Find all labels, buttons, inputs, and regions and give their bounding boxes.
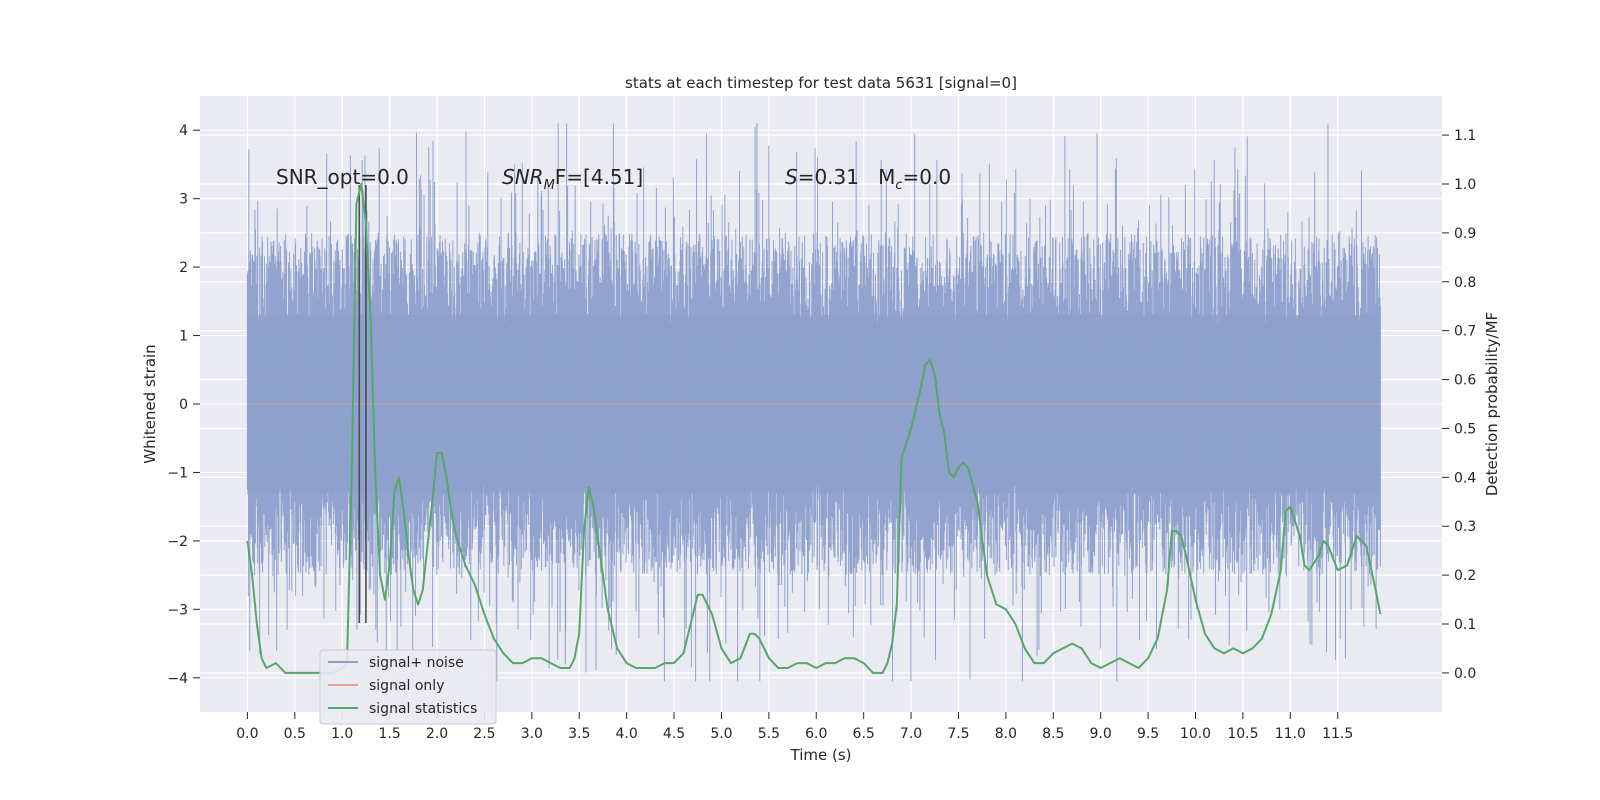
y-tick-label: −4 [167, 671, 188, 687]
y2-tick-label: 0.0 [1454, 666, 1476, 682]
x-tick-label: 9.0 [1090, 726, 1112, 742]
x-tick-label: 5.0 [710, 726, 732, 742]
signal-statistics-layer [246, 183, 1382, 674]
y2-tick-label: 0.9 [1454, 226, 1476, 242]
x-tick-label: 11.5 [1322, 726, 1353, 742]
y2-tick-label: 0.4 [1454, 470, 1476, 486]
y2-tick-label: 0.8 [1454, 275, 1476, 291]
x-tick-label: 10.0 [1180, 726, 1211, 742]
y2-axis-label: Detection probability/MF [1483, 312, 1501, 496]
legend-box [319, 649, 497, 725]
right-axis: 0.0 0.1 0.2 0.3 0.4 0.5 0.6 0.7 0.8 0.9 1.0 1.1 [1442, 128, 1476, 682]
x-tick-label: 0.5 [284, 726, 306, 742]
y-axis-label: Whitened strain [141, 344, 159, 463]
y-tick-label: −3 [167, 602, 188, 618]
x-tick-label: 10.5 [1227, 726, 1258, 742]
x-tick-label: 1.0 [331, 726, 353, 742]
x-tick-label: 11.0 [1275, 726, 1306, 742]
legend-label-signal-statistics: signal statistics [369, 701, 477, 717]
x-tick-label: 4.0 [616, 726, 638, 742]
y2-tick-label: 0.2 [1454, 568, 1476, 584]
legend-label-signal-only: signal only [369, 678, 444, 694]
x-tick-label: 2.5 [473, 726, 495, 742]
y-tick-label: 1 [179, 329, 188, 345]
annotation-s-mc: S=0.31 Mc=0.0 [785, 165, 951, 193]
y2-tick-label: 0.1 [1454, 617, 1476, 633]
x-tick-label: 3.0 [521, 726, 543, 742]
x-tick-label: 8.5 [1042, 726, 1064, 742]
y-tick-label: 4 [179, 123, 188, 139]
y-tick-label: 2 [179, 260, 188, 276]
x-tick-label: 4.5 [663, 726, 685, 742]
x-axis: 0.0 0.5 1.0 1.5 2.0 2.5 3.0 3.5 4.0 4.5 5.0 5.5 6.0 6… [236, 712, 1353, 742]
legend-label-signal-noise: signal+ noise [369, 655, 464, 671]
x-tick-label: 2.0 [426, 726, 448, 742]
legend: signal+ noise signal only signal statist… [319, 649, 497, 725]
annotation-snr-mf: SNRMF=[4.51] [502, 165, 643, 193]
x-tick-label: 9.5 [1137, 726, 1159, 742]
y2-tick-label: 1.0 [1454, 177, 1476, 193]
y2-tick-label: 0.5 [1454, 421, 1476, 437]
x-tick-label: 3.5 [568, 726, 590, 742]
x-axis-label: Time (s) [790, 746, 852, 764]
y-tick-label: 3 [179, 192, 188, 208]
y2-tick-label: 0.3 [1454, 519, 1476, 535]
y2-tick-label: 1.1 [1454, 128, 1476, 144]
y-tick-label: −1 [167, 465, 188, 481]
signal-statistics-line [246, 183, 1382, 674]
x-tick-label: 7.5 [947, 726, 969, 742]
y2-tick-label: 0.6 [1454, 373, 1476, 389]
chart-title: stats at each timestep for test data 563… [625, 74, 1017, 92]
y2-tick-label: 0.7 [1454, 324, 1476, 340]
y-tick-label: −2 [167, 534, 188, 550]
x-tick-label: 6.5 [853, 726, 875, 742]
y-tick-label: 0 [179, 397, 188, 413]
marker-lines [358, 184, 367, 624]
x-tick-label: 0.0 [236, 726, 258, 742]
left-axis: −4 −3 −2 −1 0 1 2 3 4 [167, 123, 200, 687]
x-tick-label: 6.0 [805, 726, 827, 742]
x-tick-label: 5.5 [758, 726, 780, 742]
annotation-snr-opt: SNR_opt=0.0 [276, 165, 409, 189]
x-tick-label: 7.0 [900, 726, 922, 742]
x-tick-label: 8.0 [995, 726, 1017, 742]
x-tick-label: 1.5 [378, 726, 400, 742]
